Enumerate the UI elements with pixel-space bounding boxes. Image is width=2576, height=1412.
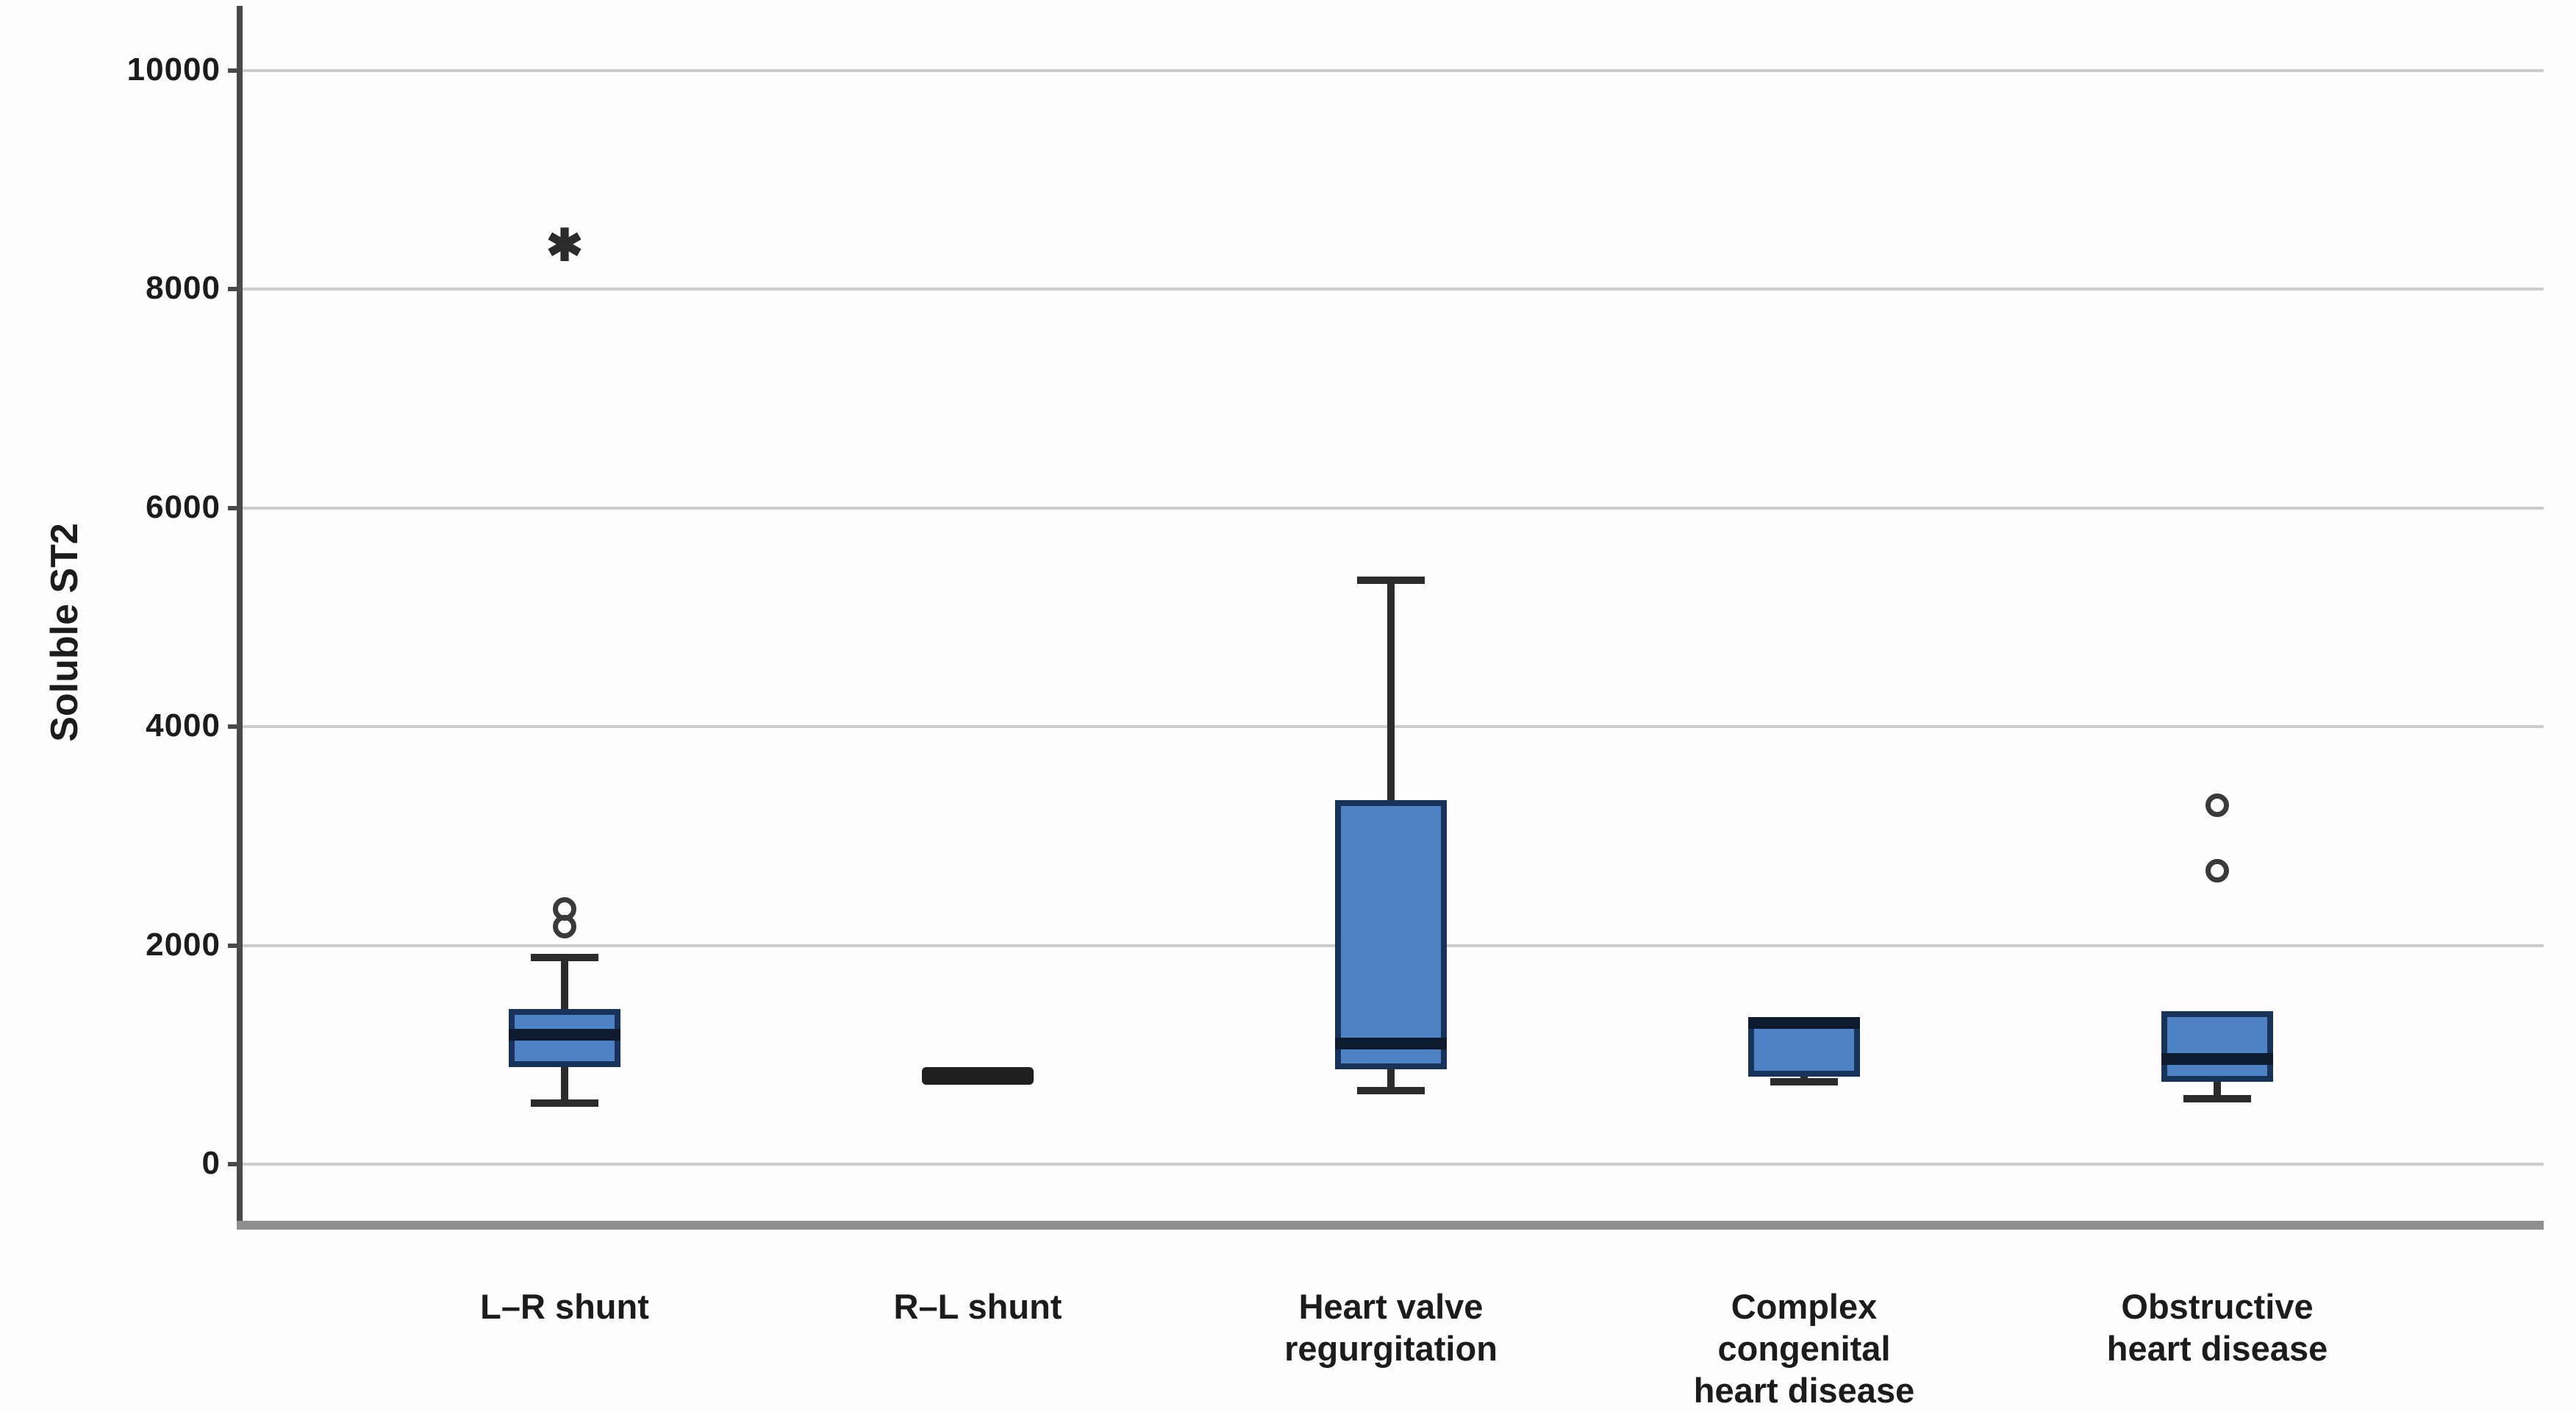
x-axis-label: Heart valve regurgitation — [1284, 1287, 1498, 1368]
lower-whisker-stem — [1387, 1069, 1395, 1091]
outlier-circle — [553, 897, 576, 921]
x-axis-label: Complex congenital heart disease — [1693, 1287, 1915, 1410]
outlier-circle — [2205, 859, 2229, 883]
boxplot-median — [1748, 1017, 1860, 1030]
y-gridline — [243, 506, 2544, 510]
lower-whisker-stem — [561, 1066, 568, 1103]
lower-whisker-cap — [531, 1099, 598, 1107]
boxplot-box — [1748, 1021, 1860, 1077]
y-gridline — [243, 68, 2544, 72]
y-tick-mark — [228, 724, 243, 729]
y-tick-label: 8000 — [146, 270, 221, 306]
y-tick-mark — [228, 943, 243, 948]
lower-whisker-stem — [2214, 1082, 2221, 1099]
y-gridline — [243, 288, 2544, 290]
x-axis-label: Obstructive heart disease — [2106, 1287, 2328, 1368]
outlier-star: ✱ — [545, 220, 584, 270]
upper-whisker-stem — [1387, 580, 1395, 800]
outlier-circle — [2205, 794, 2229, 818]
y-tick-mark — [228, 1162, 243, 1166]
y-tick-label: 4000 — [146, 707, 221, 744]
y-gridline — [243, 1163, 2544, 1166]
y-tick-label: 0 — [201, 1145, 221, 1181]
x-axis-label: R–L shunt — [893, 1287, 1062, 1326]
y-tick-mark — [228, 287, 243, 291]
upper-whisker-cap — [531, 953, 598, 961]
plot-frame-bottom — [237, 1221, 2544, 1230]
boxplot-median — [509, 1029, 620, 1041]
lower-whisker-cap — [1770, 1078, 1838, 1086]
upper-whisker-cap — [1357, 576, 1425, 584]
boxplot-collapsed-median — [922, 1066, 1034, 1085]
lower-whisker-cap — [2183, 1094, 2251, 1102]
lower-whisker-cap — [1357, 1087, 1425, 1095]
boxplot-box — [2161, 1010, 2273, 1083]
upper-whisker-stem — [561, 957, 568, 1009]
y-tick-label: 6000 — [146, 488, 221, 525]
boxplot-median — [2161, 1053, 2273, 1066]
x-axis-label: L–R shunt — [480, 1287, 649, 1326]
y-tick-mark — [228, 68, 243, 73]
boxplot-median — [1335, 1038, 1447, 1050]
y-tick-mark — [228, 505, 243, 510]
y-tick-label: 2000 — [146, 926, 221, 963]
y-axis-line — [237, 6, 243, 1221]
y-tick-label: 10000 — [126, 51, 221, 88]
boxplot-box — [1335, 799, 1447, 1069]
